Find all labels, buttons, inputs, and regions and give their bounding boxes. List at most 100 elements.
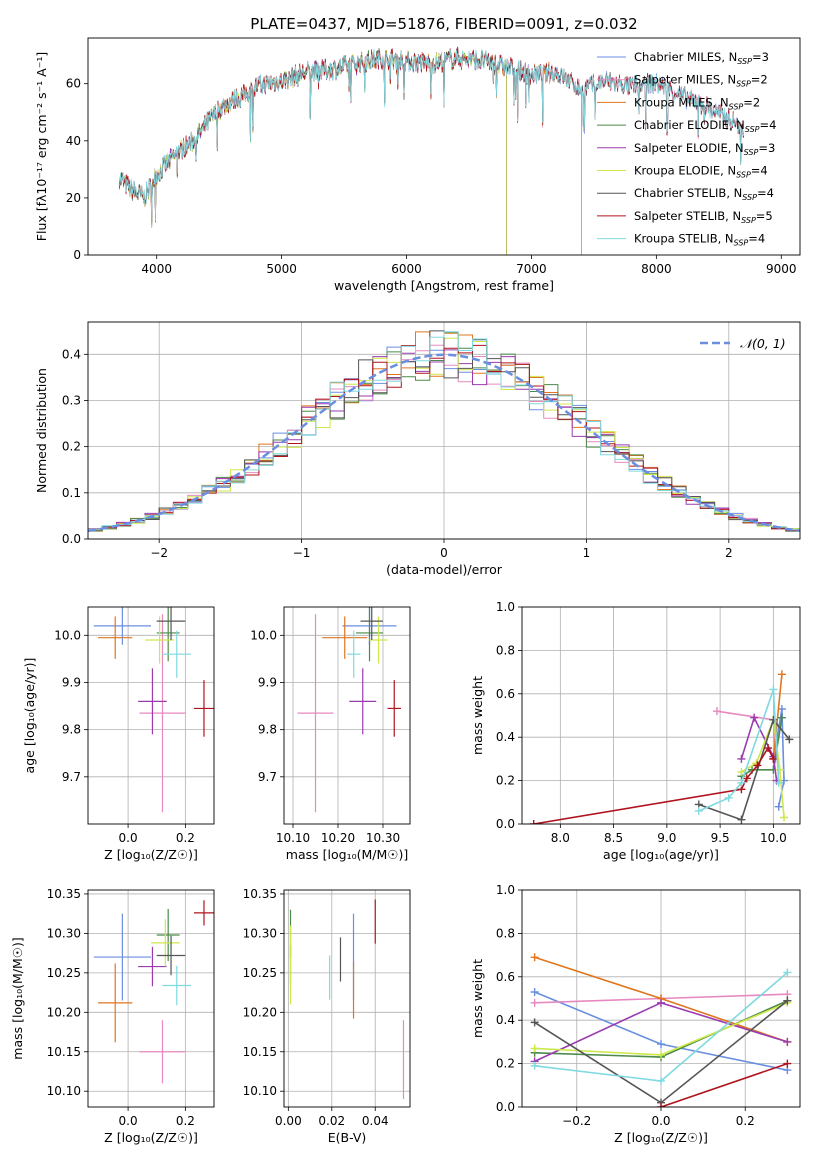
residuals-xtick-label: 1 bbox=[583, 546, 591, 560]
weight-vs-z-panel: −0.2 0.0 0.2 0.0 0.2 0.4 0.6 0.8 1.0 Z [log₁₀(Z/Z… bbox=[470, 883, 801, 1145]
weight-vs-age-ytick-label: 0.4 bbox=[496, 730, 515, 744]
weight-vs-z-xtick-label: 0.2 bbox=[736, 1114, 755, 1128]
legend-entry: Salpeter ELODIE, NSSP=3 bbox=[634, 141, 775, 157]
legend-subscript: SSP bbox=[729, 102, 744, 111]
weight-line bbox=[772, 674, 783, 759]
weight-vs-age-xlabel: age [log₁₀(age/yr)] bbox=[603, 847, 719, 862]
spectrum-frame bbox=[87, 37, 801, 256]
normal-curve bbox=[88, 353, 800, 533]
weight-vs-z-ylabel: mass weight bbox=[470, 959, 485, 1038]
age-vs-mass-frame bbox=[283, 606, 411, 825]
legend-count: =5 bbox=[756, 209, 773, 223]
legend-entry: Kroupa MILES, NSSP=2 bbox=[634, 95, 760, 111]
weight-vs-z-ytick-label: 0.0 bbox=[496, 1100, 515, 1114]
mass-vs-ebv-ytick-label: 10.25 bbox=[243, 966, 277, 980]
weight-vs-age-ytick-label: 0.0 bbox=[496, 817, 515, 831]
legend-entry: Salpeter STELIB, NSSP=5 bbox=[634, 209, 773, 225]
weight-marker bbox=[769, 715, 778, 724]
weight-marker bbox=[750, 713, 759, 722]
legend-label: Kroupa STELIB, N bbox=[634, 232, 734, 246]
weight-vs-z-xlabel: Z [log₁₀(Z/Z☉)] bbox=[614, 1130, 708, 1145]
weight-marker bbox=[785, 735, 794, 744]
legend-subscript: SSP bbox=[741, 216, 756, 225]
weight-marker bbox=[724, 793, 733, 802]
weight-marker bbox=[737, 754, 746, 763]
spectrum-line-kroupa-elodie bbox=[118, 49, 507, 255]
weight-marker bbox=[737, 778, 746, 787]
weight-marker bbox=[769, 685, 778, 694]
age-vs-mass-ytick-label: 9.8 bbox=[258, 723, 277, 737]
weight-vs-age-xtick-label: 9.5 bbox=[711, 831, 730, 845]
age-vs-mass-marks bbox=[297, 607, 401, 813]
mass-vs-z-ytick-label: 10.35 bbox=[47, 887, 81, 901]
mass-vs-ebv-xlabel: E(B-V) bbox=[328, 1130, 367, 1145]
spectrum-line-kroupa-stelib bbox=[118, 49, 745, 225]
weight-marker bbox=[530, 1044, 539, 1053]
weight-vs-z-ytick-label: 0.6 bbox=[496, 970, 515, 984]
spectrum-ytick-label: 0 bbox=[73, 248, 81, 262]
spectrum-line-chabrier-elodie bbox=[118, 47, 507, 255]
age-vs-mass-xtick-label: 10.10 bbox=[276, 831, 310, 845]
legend-normal-label: 𝒩(0, 1) bbox=[740, 336, 786, 351]
weight-marker bbox=[694, 806, 703, 815]
legend-count: =2 bbox=[743, 95, 760, 109]
weight-marker bbox=[753, 761, 762, 770]
weight-marker bbox=[783, 1037, 792, 1046]
mass-vs-ebv-xtick-label: 0.00 bbox=[275, 1114, 302, 1128]
age-vs-z-xtick-label: 0.0 bbox=[119, 831, 138, 845]
weight-vs-age-marks bbox=[529, 670, 794, 824]
age-vs-z-ytick-label: 9.9 bbox=[62, 675, 81, 689]
weight-marker bbox=[530, 987, 539, 996]
weight-marker bbox=[657, 1040, 665, 1049]
legend-label: Kroupa ELODIE, N bbox=[634, 164, 736, 178]
weight-marker bbox=[780, 813, 789, 822]
weight-line bbox=[698, 718, 790, 821]
mass-vs-z-ytick-label: 10.15 bbox=[47, 1045, 81, 1059]
weight-marker bbox=[530, 1018, 539, 1027]
spectrum-ylabel: Flux [fλ10⁻¹⁷ erg cm⁻² s⁻¹ A⁻¹] bbox=[34, 52, 49, 241]
age-vs-mass-xlabel: mass [log₁₀(M/M☉)] bbox=[286, 847, 408, 862]
age-vs-z-panel: 0.0 0.2 9.7 9.8 9.9 10.0 Z [log₁₀(Z/Z☉)] age [l… bbox=[22, 606, 215, 862]
weight-vs-z-ytick-label: 0.2 bbox=[496, 1057, 515, 1071]
residuals-xtick-label: 0 bbox=[440, 546, 448, 560]
legend-count: =2 bbox=[751, 73, 768, 87]
mass-vs-z-frame bbox=[87, 889, 215, 1108]
residuals-xtick-label: 2 bbox=[725, 546, 733, 560]
spectrum-xtick-label: 5000 bbox=[266, 262, 297, 276]
residuals-ytick-label: 0.4 bbox=[62, 347, 81, 361]
weight-line bbox=[660, 1062, 788, 1107]
legend-count: =4 bbox=[748, 232, 765, 246]
weight-marker bbox=[775, 765, 784, 774]
spectrum-ytick-label: 20 bbox=[66, 191, 81, 205]
legend-label: Salpeter ELODIE, N bbox=[634, 141, 744, 155]
mass-vs-ebv-ytick-label: 10.10 bbox=[243, 1084, 277, 1098]
legend-subscript: SSP bbox=[744, 148, 759, 157]
spectrum-ytick-label: 60 bbox=[66, 77, 81, 91]
weight-marker bbox=[657, 1076, 665, 1085]
residuals-ytick-label: 0.3 bbox=[62, 393, 81, 407]
legend-subscript: SSP bbox=[736, 80, 751, 89]
weight-vs-z-ytick-label: 0.4 bbox=[496, 1013, 515, 1027]
age-vs-mass-xtick-label: 10.20 bbox=[321, 831, 355, 845]
weight-marker bbox=[774, 802, 783, 811]
weight-marker bbox=[657, 1050, 665, 1059]
mass-vs-z-ytick-label: 10.20 bbox=[47, 1005, 81, 1019]
residuals-ylabel: Normed distribution bbox=[34, 368, 49, 493]
legend-label: Salpeter STELIB, N bbox=[634, 209, 741, 223]
spectrum-xtick-label: 7000 bbox=[516, 262, 547, 276]
residuals-xtick-label: −2 bbox=[150, 546, 168, 560]
age-vs-z-ylabel: age [log₁₀(age/yr)] bbox=[22, 658, 37, 774]
weight-vs-z-marks bbox=[530, 953, 792, 1107]
legend-subscript: SSP bbox=[745, 125, 760, 134]
weight-marker bbox=[769, 754, 778, 763]
age-vs-z-ytick-label: 9.8 bbox=[62, 723, 81, 737]
residuals-xtick-label: −1 bbox=[293, 546, 311, 560]
mass-vs-ebv-ytick-label: 10.20 bbox=[243, 1005, 277, 1019]
spectrum-xtick-label: 6000 bbox=[391, 262, 422, 276]
residuals-xlabel: (data-model)/error bbox=[386, 562, 503, 577]
spectrum-marks bbox=[118, 46, 745, 255]
spectrum-xlabel: wavelength [Angstrom, rest frame] bbox=[334, 278, 554, 293]
mass-vs-z-marks bbox=[93, 900, 214, 1084]
mass-vs-ebv-frame bbox=[283, 889, 411, 1108]
